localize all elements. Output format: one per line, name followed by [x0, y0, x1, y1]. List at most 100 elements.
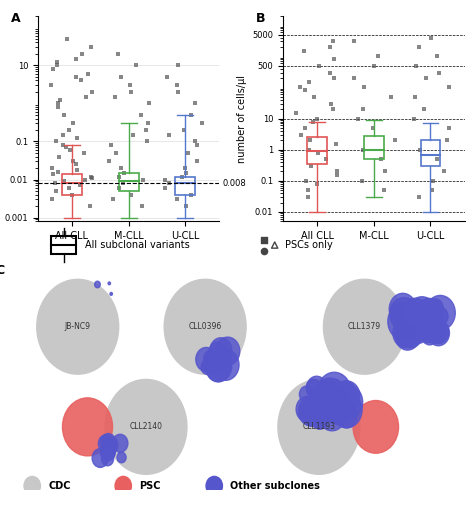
- Point: [56, 96, 64, 105]
- Point: [439, 136, 447, 144]
- Bar: [119, 173, 138, 191]
- Point: [174, 87, 182, 96]
- Point: [109, 164, 116, 172]
- Point: [356, 124, 364, 132]
- Text: CDC: CDC: [48, 481, 71, 491]
- Point: [63, 34, 70, 43]
- Point: [73, 73, 80, 81]
- Point: [137, 73, 144, 81]
- Point: [76, 181, 84, 190]
- Point: [107, 43, 114, 52]
- Circle shape: [204, 350, 219, 368]
- Circle shape: [316, 383, 350, 422]
- Circle shape: [316, 378, 347, 414]
- Point: [171, 73, 178, 81]
- Circle shape: [430, 325, 446, 343]
- Circle shape: [63, 398, 112, 456]
- Point: [199, 65, 207, 73]
- Point: [370, 124, 377, 132]
- Circle shape: [311, 410, 328, 430]
- Point: [362, 114, 370, 123]
- Circle shape: [415, 298, 443, 330]
- Circle shape: [100, 444, 115, 461]
- Text: CLL1379: CLL1379: [348, 322, 381, 331]
- Circle shape: [336, 382, 356, 405]
- Point: [59, 131, 67, 139]
- Circle shape: [390, 298, 418, 330]
- Point: [433, 145, 440, 154]
- Point: [137, 111, 145, 119]
- Point: [306, 145, 313, 154]
- Circle shape: [397, 318, 423, 348]
- Point: [444, 62, 452, 70]
- Point: [88, 43, 95, 52]
- Circle shape: [99, 435, 114, 453]
- Point: [351, 74, 358, 82]
- Point: [380, 186, 387, 194]
- Point: [326, 43, 334, 51]
- Point: [130, 187, 138, 195]
- Circle shape: [296, 396, 319, 422]
- Point: [115, 50, 122, 58]
- Point: [410, 114, 418, 123]
- Point: [412, 167, 419, 175]
- Point: [193, 141, 201, 150]
- Point: [141, 175, 148, 184]
- Point: [107, 141, 115, 150]
- Circle shape: [332, 392, 350, 413]
- Circle shape: [397, 309, 408, 323]
- Point: [349, 167, 357, 175]
- Point: [107, 137, 114, 145]
- Point: [301, 86, 309, 95]
- Circle shape: [427, 326, 440, 341]
- Point: [49, 65, 57, 73]
- Point: [333, 171, 341, 180]
- Circle shape: [216, 337, 240, 365]
- Point: [444, 114, 451, 123]
- Point: [305, 78, 313, 86]
- Circle shape: [299, 396, 324, 426]
- Circle shape: [328, 403, 342, 418]
- Point: [73, 134, 81, 143]
- Point: [126, 81, 133, 90]
- Circle shape: [212, 349, 239, 380]
- Point: [420, 93, 428, 101]
- Point: [138, 103, 146, 111]
- Circle shape: [115, 476, 131, 495]
- Point: [359, 177, 366, 185]
- Point: [182, 164, 189, 172]
- Point: [54, 58, 61, 66]
- Point: [314, 114, 321, 123]
- Point: [146, 61, 154, 70]
- Point: [116, 184, 123, 192]
- Circle shape: [101, 452, 114, 466]
- Point: [415, 43, 422, 51]
- Point: [193, 157, 201, 165]
- Text: CLL2140: CLL2140: [129, 422, 163, 432]
- Point: [82, 93, 90, 101]
- Circle shape: [331, 392, 362, 428]
- Point: [359, 145, 366, 154]
- Point: [68, 190, 75, 199]
- Point: [301, 124, 309, 132]
- Point: [329, 37, 337, 46]
- Point: [54, 61, 61, 70]
- Point: [334, 167, 341, 175]
- Point: [48, 196, 55, 204]
- Point: [297, 131, 304, 139]
- Bar: [420, 140, 440, 166]
- Circle shape: [337, 380, 355, 402]
- Point: [191, 99, 199, 108]
- Bar: [307, 138, 327, 164]
- Point: [434, 155, 441, 163]
- Circle shape: [105, 437, 118, 453]
- Point: [51, 179, 58, 188]
- Circle shape: [353, 401, 399, 453]
- Circle shape: [95, 281, 100, 288]
- Point: [104, 93, 111, 101]
- Point: [182, 202, 190, 210]
- Circle shape: [112, 434, 128, 452]
- Point: [381, 167, 389, 175]
- Point: [82, 175, 89, 184]
- Point: [384, 105, 392, 113]
